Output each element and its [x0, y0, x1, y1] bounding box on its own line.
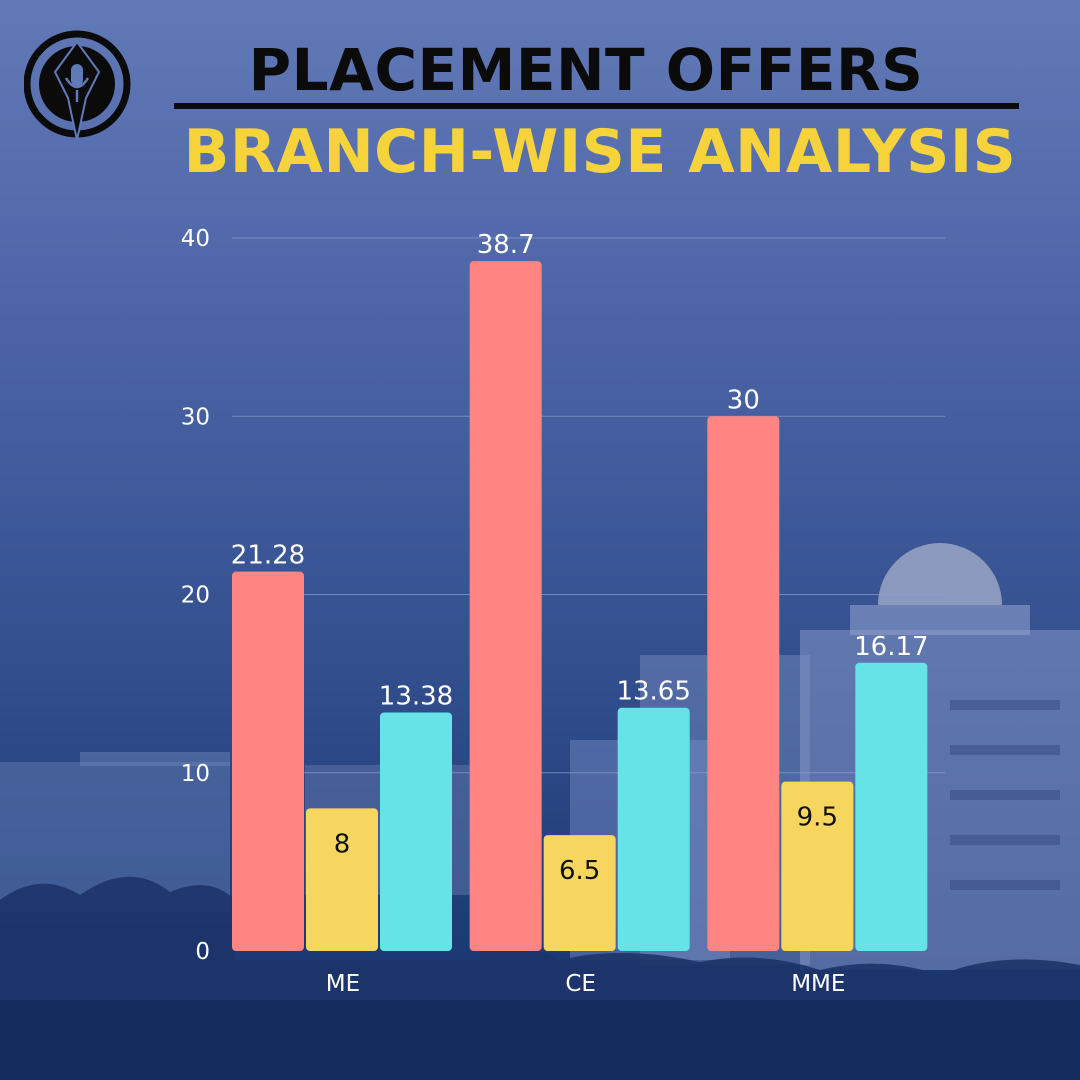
y-tick-label: 0 [195, 939, 210, 965]
bar [781, 781, 854, 951]
title-divider [174, 103, 1019, 109]
data-label: 8 [334, 829, 351, 859]
page-title: PLACEMENT OFFERS [248, 36, 924, 104]
x-tick-label: ME [326, 971, 360, 997]
bar [306, 808, 378, 951]
y-tick-label: 30 [181, 404, 210, 430]
x-tick-label: CE [565, 971, 596, 997]
bar [855, 662, 928, 951]
x-tick-label: MME [791, 971, 845, 997]
bar [617, 707, 690, 951]
data-label: 9.5 [797, 803, 838, 833]
data-label: 30 [727, 385, 760, 415]
pen-nib-microphone-icon [24, 30, 131, 141]
bar [707, 416, 780, 951]
data-label: 13.38 [379, 682, 453, 712]
bar [380, 712, 452, 951]
data-label: 16.17 [854, 632, 928, 662]
data-label: 21.28 [231, 541, 305, 571]
y-tick-label: 10 [181, 761, 210, 787]
bar [543, 835, 616, 951]
data-label: 13.65 [616, 677, 690, 707]
data-label: 38.7 [477, 230, 535, 260]
bar [232, 571, 304, 951]
data-label: 6.5 [559, 856, 600, 886]
y-tick-label: 20 [181, 583, 210, 609]
page-subtitle: BRANCH-WISE ANALYSIS [183, 117, 1017, 187]
y-tick-label: 40 [181, 226, 210, 252]
bar [469, 261, 542, 951]
